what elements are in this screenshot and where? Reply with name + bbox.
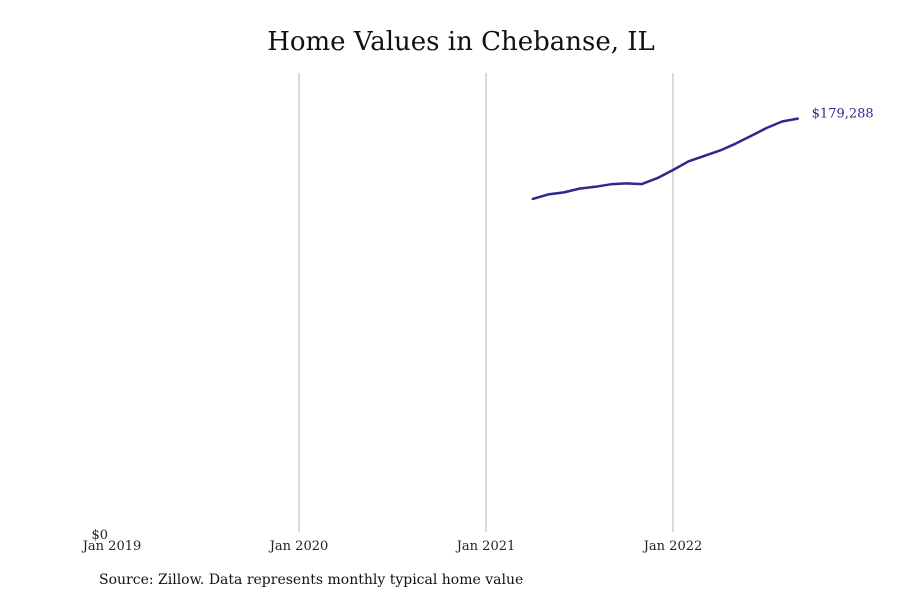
- x-tick-label: Jan 2022: [642, 539, 703, 554]
- source-note: Source: Zillow. Data represents monthly …: [99, 572, 524, 588]
- data-labels: $179,288: [812, 107, 874, 122]
- y-tick-label: $0: [91, 528, 108, 543]
- tick-labels: Jan 2019 Jan 2020 Jan 2021 Jan 2022 $0: [81, 528, 703, 554]
- chart-title: Home Values in Chebanse, IL: [267, 27, 655, 57]
- x-tick-label: Jan 2019: [81, 539, 142, 554]
- series-line: [531, 117, 799, 201]
- x-tick-label: Jan 2020: [268, 539, 329, 554]
- gridlines: [298, 73, 674, 532]
- series-layer: [531, 117, 799, 201]
- x-tick-label: Jan 2021: [455, 539, 516, 554]
- end-value-label: $179,288: [812, 107, 874, 122]
